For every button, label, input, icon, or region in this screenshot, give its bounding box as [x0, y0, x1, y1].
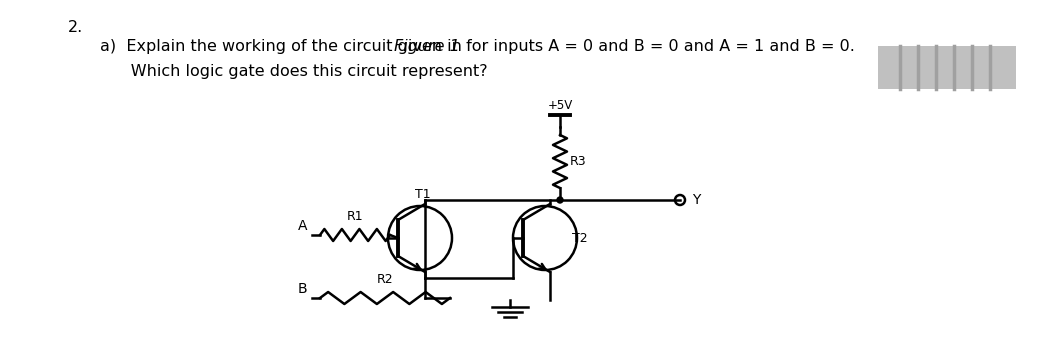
Text: R2: R2	[377, 273, 394, 286]
Text: T2: T2	[572, 231, 588, 245]
Text: a)  Explain the working of the circuit given in: a) Explain the working of the circuit gi…	[100, 39, 467, 54]
Text: for inputs A = 0 and B = 0 and A = 1 and B = 0.: for inputs A = 0 and B = 0 and A = 1 and…	[461, 39, 855, 54]
Text: +5V: +5V	[548, 99, 573, 112]
Text: R3: R3	[570, 154, 587, 168]
Bar	[878, 46, 1016, 89]
Circle shape	[557, 197, 563, 203]
Text: R1: R1	[347, 210, 363, 223]
Text: A: A	[298, 219, 308, 233]
Text: B: B	[298, 282, 308, 296]
Text: 2.: 2.	[68, 20, 84, 35]
Text: Y: Y	[692, 193, 701, 207]
Text: Figure 1: Figure 1	[394, 39, 459, 54]
Text: Which logic gate does this circuit represent?: Which logic gate does this circuit repre…	[100, 64, 488, 79]
Text: T1: T1	[416, 188, 430, 201]
